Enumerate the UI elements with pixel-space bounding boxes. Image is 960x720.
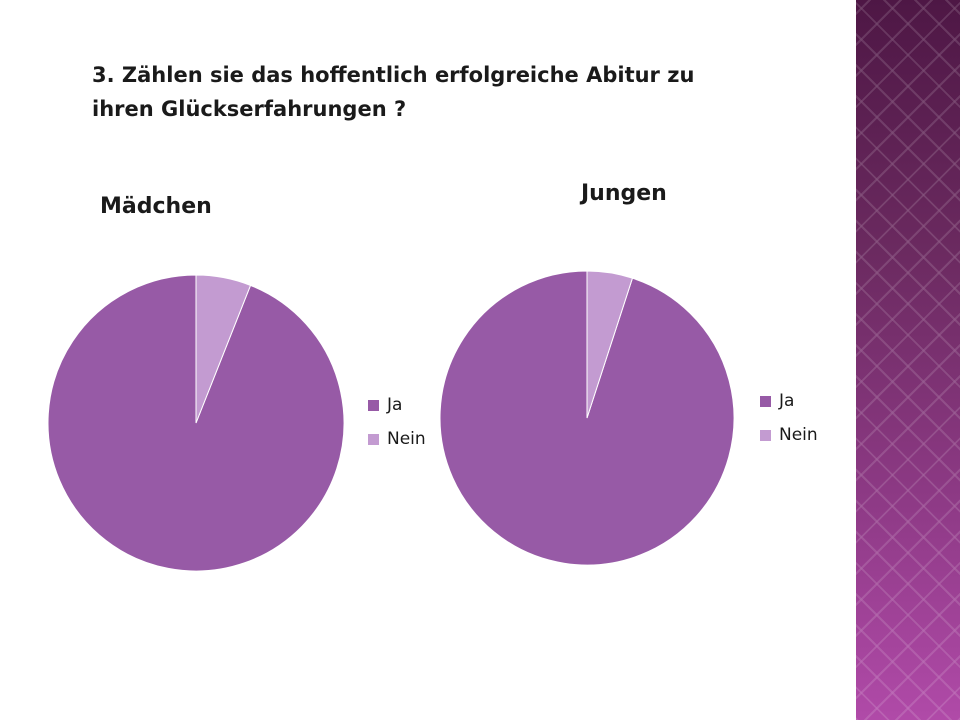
legend-label-nein: Nein	[779, 425, 818, 445]
legend-maedchen: Ja Nein	[368, 388, 426, 456]
legend-item-nein: Nein	[368, 422, 426, 456]
diamond-pattern	[856, 0, 960, 720]
decorative-side-panel	[856, 0, 960, 720]
slide-title: 3. Zählen sie das hoffentlich erfolgreic…	[92, 58, 812, 126]
legend-swatch-nein	[368, 433, 379, 445]
legend-label-ja: Ja	[779, 391, 795, 411]
legend-label-ja: Ja	[387, 395, 403, 415]
legend-swatch-ja	[368, 399, 379, 411]
legend-item-ja: Ja	[760, 384, 818, 418]
chart-title-jungen: Jungen	[581, 181, 667, 206]
slide-title-line-1: 3. Zählen sie das hoffentlich erfolgreic…	[92, 63, 695, 87]
legend-item-ja: Ja	[368, 388, 426, 422]
slide-title-line-2: ihren Glückserfahrungen ?	[92, 97, 407, 121]
chart-title-maedchen: Mädchen	[100, 194, 212, 219]
pie-chart-maedchen	[47, 274, 345, 572]
legend-jungen: Ja Nein	[760, 384, 818, 452]
legend-swatch-nein	[760, 429, 771, 441]
pie-slice-nein	[586, 270, 634, 419]
pie-chart-jungen	[439, 270, 735, 566]
legend-item-nein: Nein	[760, 418, 818, 452]
legend-swatch-ja	[760, 395, 771, 407]
legend-label-nein: Nein	[387, 429, 426, 449]
pie-slice-nein	[195, 274, 252, 424]
